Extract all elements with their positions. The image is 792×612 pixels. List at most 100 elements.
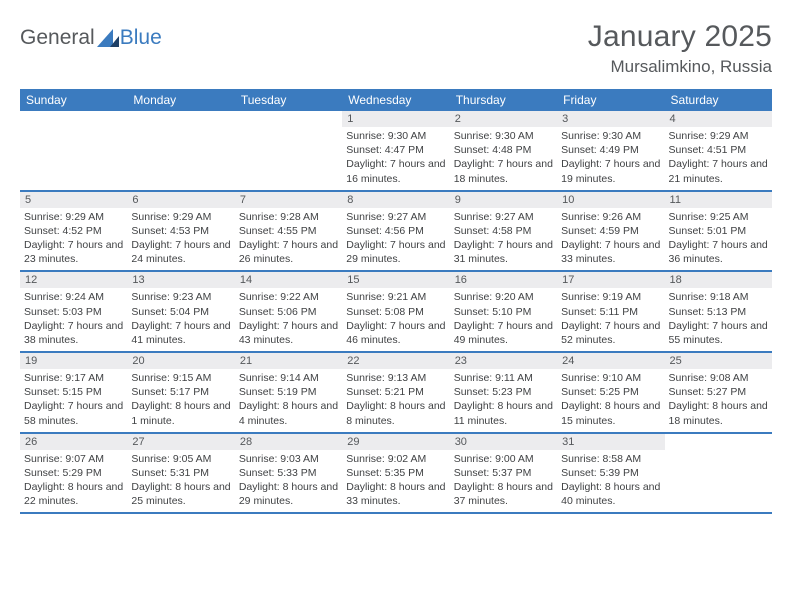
weekday-header: Tuesday: [235, 89, 342, 111]
calendar-week: 1Sunrise: 9:30 AMSunset: 4:47 PMDaylight…: [20, 111, 772, 192]
sunrise-text: Sunrise: 9:25 AM: [669, 210, 768, 224]
day-number: 3: [557, 111, 664, 127]
calendar-week: 5Sunrise: 9:29 AMSunset: 4:52 PMDaylight…: [20, 192, 772, 273]
sunset-text: Sunset: 5:01 PM: [669, 224, 768, 238]
day-number: 16: [450, 272, 557, 288]
calendar-day: 19Sunrise: 9:17 AMSunset: 5:15 PMDayligh…: [20, 353, 127, 432]
calendar-day: 9Sunrise: 9:27 AMSunset: 4:58 PMDaylight…: [450, 192, 557, 271]
sunrise-text: Sunrise: 9:29 AM: [131, 210, 230, 224]
daylight-text: Daylight: 7 hours and 24 minutes.: [131, 238, 230, 266]
daylight-text: Daylight: 8 hours and 18 minutes.: [669, 399, 768, 427]
day-number: 10: [557, 192, 664, 208]
calendar-day: 20Sunrise: 9:15 AMSunset: 5:17 PMDayligh…: [127, 353, 234, 432]
sunrise-text: Sunrise: 9:29 AM: [669, 129, 768, 143]
sunrise-text: Sunrise: 9:08 AM: [669, 371, 768, 385]
sunset-text: Sunset: 5:03 PM: [24, 305, 123, 319]
day-number: 14: [235, 272, 342, 288]
day-number: 31: [557, 434, 664, 450]
daylight-text: Daylight: 7 hours and 18 minutes.: [454, 157, 553, 185]
daylight-text: Daylight: 7 hours and 26 minutes.: [239, 238, 338, 266]
day-number: 13: [127, 272, 234, 288]
weekday-header: Friday: [557, 89, 664, 111]
sunrise-text: Sunrise: 9:19 AM: [561, 290, 660, 304]
calendar-day: 28Sunrise: 9:03 AMSunset: 5:33 PMDayligh…: [235, 434, 342, 513]
sunrise-text: Sunrise: 9:22 AM: [239, 290, 338, 304]
sunset-text: Sunset: 5:19 PM: [239, 385, 338, 399]
sunset-text: Sunset: 4:52 PM: [24, 224, 123, 238]
sunrise-text: Sunrise: 9:21 AM: [346, 290, 445, 304]
calendar-week: 12Sunrise: 9:24 AMSunset: 5:03 PMDayligh…: [20, 272, 772, 353]
day-number: 19: [20, 353, 127, 369]
daylight-text: Daylight: 7 hours and 43 minutes.: [239, 319, 338, 347]
calendar-day: 25 Sunrise: 9:08 AMSunset: 5:27 PMDayligh…: [665, 353, 772, 432]
day-number: 25: [665, 353, 772, 369]
daylight-text: Daylight: 7 hours and 21 minutes.: [669, 157, 768, 185]
day-number-blank: [665, 434, 772, 450]
sunset-text: Sunset: 5:23 PM: [454, 385, 553, 399]
day-number: 8: [342, 192, 449, 208]
calendar-weeks: 1Sunrise: 9:30 AMSunset: 4:47 PMDaylight…: [20, 111, 772, 514]
day-number: 18: [665, 272, 772, 288]
weekday-header: Wednesday: [342, 89, 449, 111]
sunset-text: Sunset: 5:33 PM: [239, 466, 338, 480]
weekday-header: Saturday: [665, 89, 772, 111]
calendar-day: 12Sunrise: 9:24 AMSunset: 5:03 PMDayligh…: [20, 272, 127, 351]
day-number: 12: [20, 272, 127, 288]
sunrise-text: Sunrise: 9:13 AM: [346, 371, 445, 385]
sunset-text: Sunset: 5:08 PM: [346, 305, 445, 319]
calendar-day: 16Sunrise: 9:20 AMSunset: 5:10 PMDayligh…: [450, 272, 557, 351]
daylight-text: Daylight: 7 hours and 36 minutes.: [669, 238, 768, 266]
sunrise-text: Sunrise: 9:23 AM: [131, 290, 230, 304]
day-number: 24: [557, 353, 664, 369]
sunset-text: Sunset: 4:55 PM: [239, 224, 338, 238]
day-number: 7: [235, 192, 342, 208]
sunset-text: Sunset: 4:58 PM: [454, 224, 553, 238]
sunset-text: Sunset: 5:35 PM: [346, 466, 445, 480]
sunset-text: Sunset: 5:17 PM: [131, 385, 230, 399]
daylight-text: Daylight: 7 hours and 41 minutes.: [131, 319, 230, 347]
sunrise-text: Sunrise: 9:15 AM: [131, 371, 230, 385]
sunset-text: Sunset: 4:56 PM: [346, 224, 445, 238]
brand-icon: [97, 29, 119, 47]
daylight-text: Daylight: 7 hours and 31 minutes.: [454, 238, 553, 266]
day-number: 21: [235, 353, 342, 369]
sunset-text: Sunset: 4:59 PM: [561, 224, 660, 238]
calendar-day: 4Sunrise: 9:29 AMSunset: 4:51 PMDaylight…: [665, 111, 772, 190]
daylight-text: Daylight: 8 hours and 40 minutes.: [561, 480, 660, 508]
sunrise-text: Sunrise: 9:29 AM: [24, 210, 123, 224]
sunset-text: Sunset: 4:49 PM: [561, 143, 660, 157]
weekday-header-row: SundayMondayTuesdayWednesdayThursdayFrid…: [20, 89, 772, 111]
sunset-text: Sunset: 5:39 PM: [561, 466, 660, 480]
calendar-day: 26Sunrise: 9:07 AMSunset: 5:29 PMDayligh…: [20, 434, 127, 513]
sunrise-text: Sunrise: 9:27 AM: [454, 210, 553, 224]
daylight-text: Daylight: 7 hours and 58 minutes.: [24, 399, 123, 427]
daylight-text: Daylight: 7 hours and 55 minutes.: [669, 319, 768, 347]
calendar-day: [235, 111, 342, 190]
calendar-week: 19Sunrise: 9:17 AMSunset: 5:15 PMDayligh…: [20, 353, 772, 434]
day-number-blank: [235, 111, 342, 127]
calendar-day: 17Sunrise: 9:19 AMSunset: 5:11 PMDayligh…: [557, 272, 664, 351]
daylight-text: Daylight: 8 hours and 15 minutes.: [561, 399, 660, 427]
sunrise-text: Sunrise: 9:30 AM: [346, 129, 445, 143]
sunrise-text: Sunrise: 8:58 AM: [561, 452, 660, 466]
calendar-day: 31 Sunrise: 8:58 AMSunset: 5:39 PMDayligh…: [557, 434, 664, 513]
sunset-text: Sunset: 5:06 PM: [239, 305, 338, 319]
sunrise-text: Sunrise: 9:10 AM: [561, 371, 660, 385]
calendar-day: 1Sunrise: 9:30 AMSunset: 4:47 PMDaylight…: [342, 111, 449, 190]
daylight-text: Daylight: 7 hours and 16 minutes.: [346, 157, 445, 185]
calendar-day: 5Sunrise: 9:29 AMSunset: 4:52 PMDaylight…: [20, 192, 127, 271]
calendar-day: 15Sunrise: 9:21 AMSunset: 5:08 PMDayligh…: [342, 272, 449, 351]
calendar-day: 29Sunrise: 9:02 AMSunset: 5:35 PMDayligh…: [342, 434, 449, 513]
sunset-text: Sunset: 5:31 PM: [131, 466, 230, 480]
daylight-text: Daylight: 8 hours and 1 minute.: [131, 399, 230, 427]
calendar-day: 14 Sunrise: 9:22 AMSunset: 5:06 PMDayligh…: [235, 272, 342, 351]
sunrise-text: Sunrise: 9:17 AM: [24, 371, 123, 385]
day-number: 15: [342, 272, 449, 288]
day-number: 1: [342, 111, 449, 127]
calendar-day: 13Sunrise: 9:23 AMSunset: 5:04 PMDayligh…: [127, 272, 234, 351]
sunrise-text: Sunrise: 9:18 AM: [669, 290, 768, 304]
daylight-text: Daylight: 8 hours and 29 minutes.: [239, 480, 338, 508]
day-number: 2: [450, 111, 557, 127]
sunset-text: Sunset: 5:27 PM: [669, 385, 768, 399]
sunrise-text: Sunrise: 9:05 AM: [131, 452, 230, 466]
